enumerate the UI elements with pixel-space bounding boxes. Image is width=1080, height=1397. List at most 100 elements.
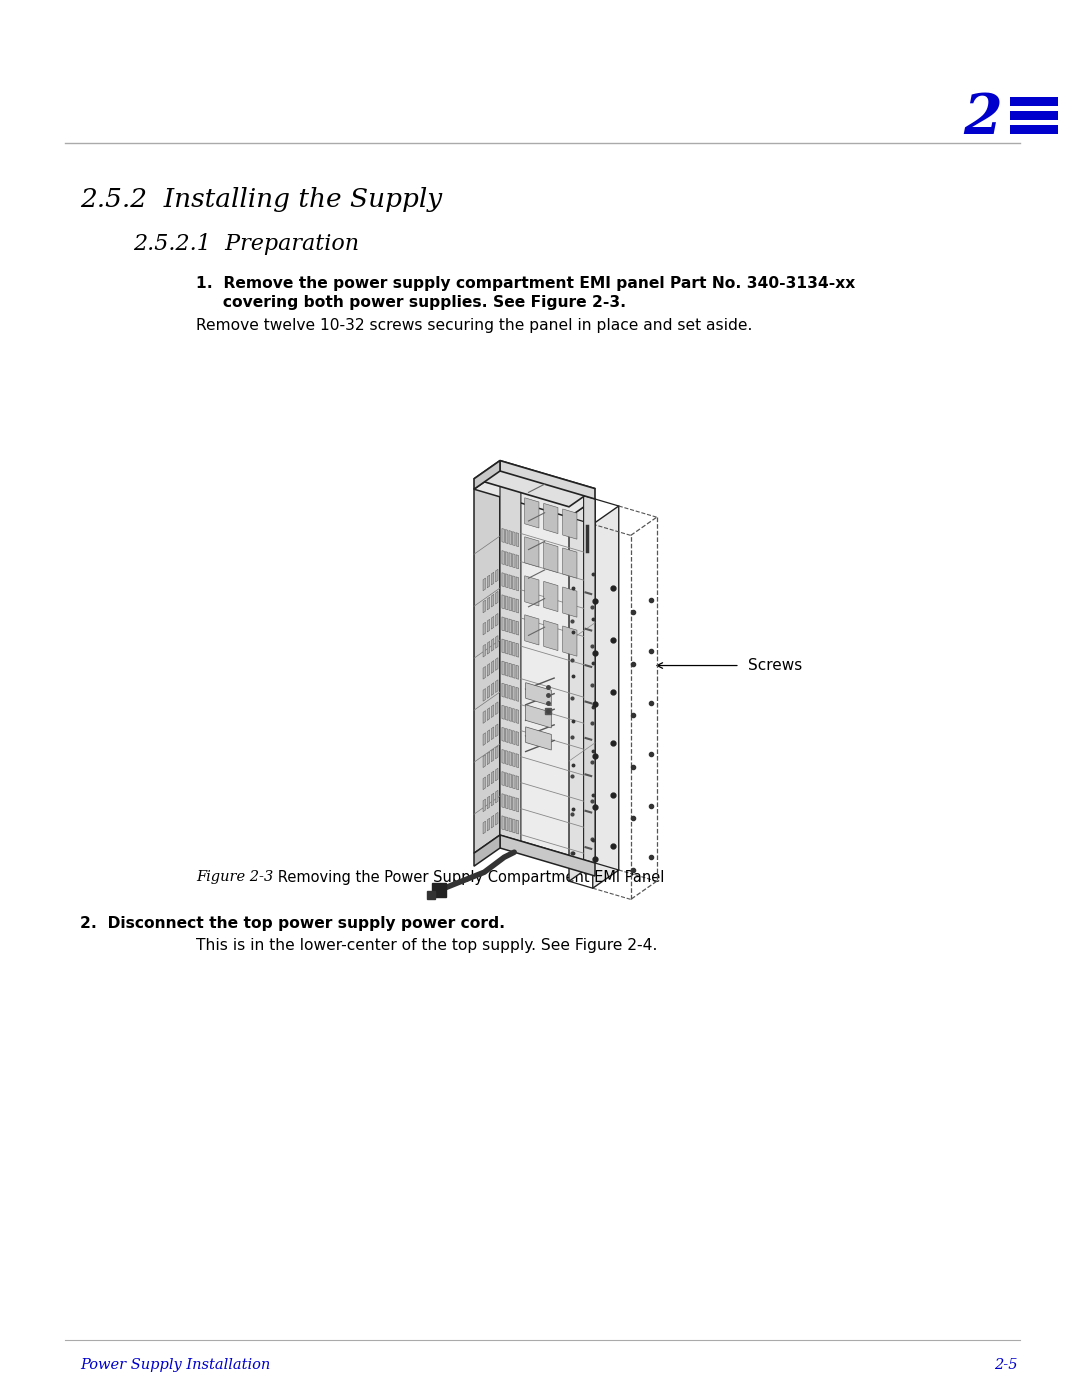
Polygon shape [483,666,486,679]
Polygon shape [491,771,494,784]
Text: 2.5.2  Installing the Supply: 2.5.2 Installing the Supply [80,187,442,212]
Polygon shape [563,509,577,539]
Polygon shape [491,749,494,761]
Polygon shape [500,471,521,841]
Bar [1010,124,1058,134]
Polygon shape [509,641,512,655]
Polygon shape [563,626,577,657]
Polygon shape [509,729,512,743]
Polygon shape [513,576,515,590]
Polygon shape [513,532,515,546]
Polygon shape [543,620,558,651]
Polygon shape [483,578,486,591]
Polygon shape [491,594,494,608]
Text: covering both power supplies. See Figure 2-3.: covering both power supplies. See Figure… [195,295,626,310]
Text: Power Supply Installation: Power Supply Installation [80,1358,270,1372]
Polygon shape [516,687,518,701]
Polygon shape [487,641,489,654]
Polygon shape [505,529,508,543]
Polygon shape [496,768,498,781]
Polygon shape [505,817,508,831]
Polygon shape [583,496,595,863]
Text: 2-5: 2-5 [995,1358,1018,1372]
Polygon shape [505,707,508,721]
Polygon shape [509,752,512,766]
Text: Removing the Power Supply Compartment EMI Panel: Removing the Power Supply Compartment EM… [264,870,664,886]
Polygon shape [502,595,504,609]
Polygon shape [505,773,508,787]
Polygon shape [487,774,489,787]
Polygon shape [502,728,504,742]
Polygon shape [496,613,498,626]
Polygon shape [502,705,504,719]
Polygon shape [491,726,494,739]
Polygon shape [516,643,518,657]
Polygon shape [509,531,512,545]
Polygon shape [496,701,498,715]
Polygon shape [525,497,539,528]
Polygon shape [505,574,508,588]
Polygon shape [483,799,486,812]
Polygon shape [563,587,577,617]
Polygon shape [487,752,489,764]
Polygon shape [491,793,494,806]
Polygon shape [487,619,489,631]
Polygon shape [496,791,498,803]
Polygon shape [505,552,508,566]
Polygon shape [496,591,498,604]
Polygon shape [487,597,489,610]
Polygon shape [505,617,508,631]
Polygon shape [474,471,595,517]
Polygon shape [487,576,489,588]
Polygon shape [509,817,512,831]
Polygon shape [505,795,508,809]
Polygon shape [513,553,515,567]
Polygon shape [543,581,558,612]
Polygon shape [502,573,504,587]
Polygon shape [502,661,504,675]
Polygon shape [491,683,494,696]
Polygon shape [513,775,515,789]
Polygon shape [516,622,518,636]
Polygon shape [513,753,515,767]
Polygon shape [516,532,518,546]
Polygon shape [491,573,494,585]
Polygon shape [502,750,504,764]
Polygon shape [563,548,577,578]
Polygon shape [487,686,489,698]
Polygon shape [483,689,486,701]
Polygon shape [505,685,508,698]
Polygon shape [483,711,486,724]
Polygon shape [516,555,518,569]
Polygon shape [474,471,500,854]
Polygon shape [513,819,515,833]
Polygon shape [526,704,551,728]
Polygon shape [502,793,504,807]
Polygon shape [483,754,486,767]
Polygon shape [505,728,508,742]
Polygon shape [516,775,518,789]
Text: Screws: Screws [747,658,802,673]
Text: Remove twelve 10-32 screws securing the panel in place and set aside.: Remove twelve 10-32 screws securing the … [195,319,753,332]
Polygon shape [491,616,494,629]
Polygon shape [483,644,486,657]
Polygon shape [513,686,515,700]
Polygon shape [543,503,558,534]
Text: 2.  Disconnect the top power supply power cord.: 2. Disconnect the top power supply power… [80,916,505,930]
Polygon shape [509,664,512,678]
Polygon shape [516,820,518,834]
Polygon shape [483,601,486,613]
Polygon shape [496,658,498,671]
Polygon shape [496,812,498,826]
Polygon shape [496,680,498,693]
Polygon shape [516,710,518,724]
Polygon shape [526,726,551,750]
Polygon shape [516,577,518,591]
Text: This is in the lower-center of the top supply. See Figure 2-4.: This is in the lower-center of the top s… [195,937,658,953]
Polygon shape [513,731,515,745]
Polygon shape [525,615,539,645]
Polygon shape [543,542,558,573]
Polygon shape [502,617,504,631]
Polygon shape [474,835,500,866]
Polygon shape [513,796,515,810]
